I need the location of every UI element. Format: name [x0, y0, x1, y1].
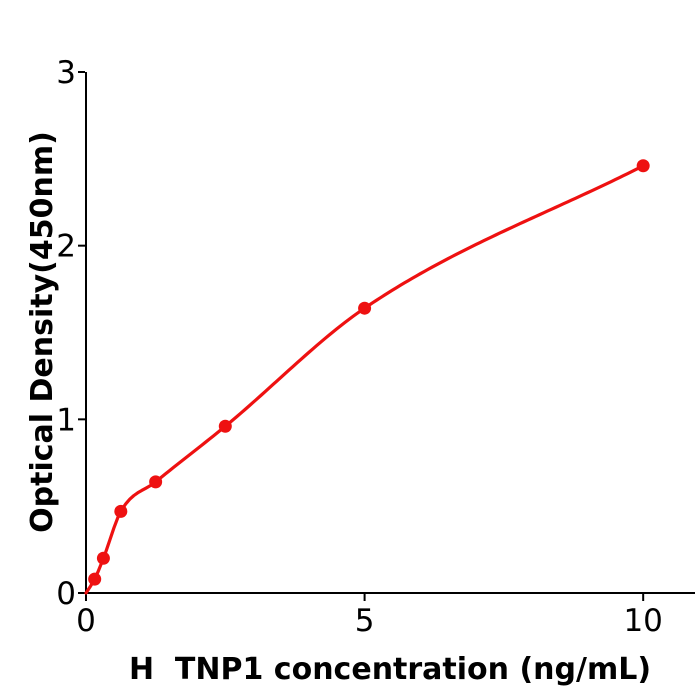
data-point [358, 301, 372, 315]
axes-layer: 0 5 10 0 1 2 3 [56, 55, 695, 639]
data-point [149, 475, 163, 489]
data-point [636, 159, 650, 173]
data-points-layer [88, 159, 650, 586]
data-point [114, 504, 128, 518]
data-point [96, 551, 110, 565]
x-tick-label: 10 [623, 603, 662, 639]
y-tick-label: 1 [56, 402, 76, 438]
y-tick-label: 3 [56, 55, 76, 91]
fit-curve-layer [84, 164, 645, 595]
y-tick-label: 0 [56, 576, 76, 612]
x-tick-label: 5 [355, 603, 375, 639]
x-tick-label: 0 [76, 603, 96, 639]
data-point [88, 572, 102, 586]
data-point [218, 419, 232, 433]
y-axis-title: Optical Density(450nm) [25, 131, 60, 533]
fit-curve [84, 164, 645, 595]
y-tick-label: 2 [56, 229, 76, 265]
x-axis-title: H TNP1 concentration (ng/mL) [129, 652, 651, 687]
